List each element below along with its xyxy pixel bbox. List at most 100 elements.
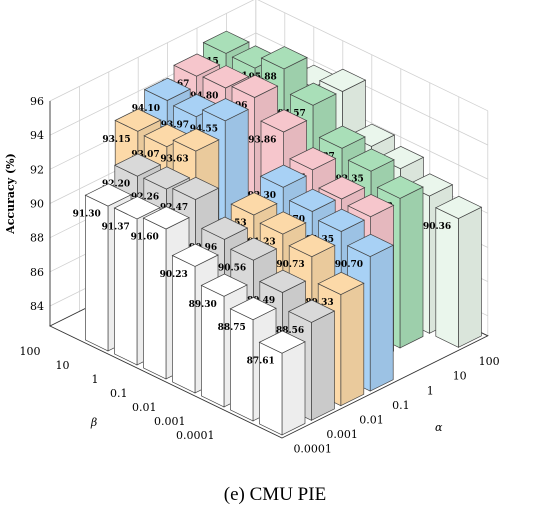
bar-top — [346, 233, 394, 257]
z-tick-label: 96 — [30, 95, 44, 108]
bar-top — [347, 148, 395, 172]
bar-top — [84, 183, 132, 207]
bar-top — [143, 166, 191, 190]
bar: 90.36 — [423, 195, 483, 348]
bar-face — [369, 244, 394, 392]
z-tick-label: 90 — [30, 198, 44, 211]
bar-top — [231, 74, 279, 98]
alpha-tick-label: 1 — [427, 384, 434, 397]
bar-value-label: 92.20 — [102, 180, 130, 190]
bar-value-label: 92.26 — [131, 193, 159, 203]
beta-tick-label: 1 — [92, 373, 99, 386]
z-tick-label: 92 — [30, 163, 44, 176]
bar-value-label: 94.10 — [132, 104, 160, 114]
beta-tick-label: 0.001 — [154, 415, 186, 428]
bar-top — [114, 153, 162, 177]
bar-top — [317, 208, 365, 232]
bar-top — [202, 30, 250, 54]
bar-value-label: 92.35 — [336, 175, 364, 185]
bar-top — [258, 330, 306, 354]
beta-tick-label: 0.0001 — [176, 429, 215, 442]
bar-top — [317, 271, 365, 295]
bar-top — [289, 147, 337, 171]
bar-value-label: 89.33 — [305, 298, 333, 308]
alpha-tick-label: 10 — [453, 370, 467, 383]
bar-face — [340, 282, 365, 407]
bar-top — [259, 164, 307, 188]
bars-layer: 95.1593.6094.6795.1193.9494.1094.8095.88… — [73, 30, 483, 436]
gridline — [49, 0, 488, 112]
bar-top — [229, 297, 277, 321]
beta-tick-label: 0.1 — [110, 387, 128, 400]
bar-value-label: 95.88 — [249, 72, 277, 82]
bar-top — [288, 188, 336, 212]
bar-value-label: 93.07 — [131, 150, 159, 160]
alpha-tick-label: 0.01 — [359, 414, 384, 427]
z-axis-label: Accuracy (%) — [4, 153, 17, 235]
bar-value-label: 93.86 — [248, 136, 276, 146]
bar-top — [259, 211, 307, 235]
bar-top — [201, 98, 249, 122]
alpha-tick-label: 0.1 — [392, 399, 410, 412]
bar-top — [200, 273, 248, 297]
bar-value-label: 91.30 — [73, 210, 101, 220]
bar-top — [318, 176, 366, 200]
beta-tick-label: 10 — [56, 359, 70, 372]
bar-top — [259, 269, 307, 293]
bar-value-label: 92.47 — [160, 203, 188, 213]
bar-value-label: 88.75 — [218, 323, 246, 333]
bar-value-label: 91.60 — [131, 233, 159, 243]
bar-top — [172, 128, 220, 152]
bar-value-label: 90.70 — [335, 260, 363, 270]
beta-axis-label: β — [90, 416, 97, 429]
bar-top — [319, 68, 367, 92]
bar-value-label: 91.37 — [102, 223, 130, 233]
bar-value-label: 92.30 — [248, 191, 276, 201]
bar-value-label: 90.56 — [218, 264, 246, 274]
bar-top — [230, 237, 278, 261]
chart-caption: (e) CMU PIE — [223, 484, 327, 505]
bar-face — [311, 310, 335, 421]
z-tick-label: 86 — [30, 266, 44, 279]
bar-top — [289, 82, 337, 106]
bar-top — [260, 46, 308, 70]
bar-top — [173, 53, 221, 77]
bar-value-label: 89.30 — [189, 300, 217, 310]
bar-face — [399, 186, 424, 349]
bar-top — [376, 175, 424, 199]
bar-top — [318, 125, 366, 149]
bar-top — [288, 234, 336, 258]
bar-top — [114, 108, 162, 132]
beta-tick-label: 100 — [20, 345, 41, 358]
bar-value-label: 87.61 — [247, 357, 275, 367]
bar-value-label: 90.23 — [160, 270, 188, 280]
bar-top — [202, 65, 250, 89]
bar-top — [435, 195, 483, 219]
bar-top — [113, 196, 161, 220]
bar-value-label: 93.97 — [161, 120, 189, 130]
z-tick-label: 88 — [30, 232, 44, 245]
bar-value-label: 93.63 — [160, 155, 188, 165]
alpha-tick-label: 0.001 — [326, 428, 358, 441]
alpha-axis-label: α — [435, 421, 443, 434]
bar-top — [143, 77, 191, 101]
bar-value-label: 90.36 — [423, 222, 451, 232]
bar-top — [260, 109, 308, 133]
bar-top — [171, 243, 219, 267]
bar-value-label: 93.15 — [102, 135, 130, 145]
bar-top — [142, 206, 190, 230]
bar-face — [458, 206, 482, 348]
bar-top — [230, 192, 278, 216]
bar-top — [347, 194, 395, 218]
beta-tick-label: 0.01 — [132, 401, 157, 414]
bar-top — [288, 299, 336, 323]
bar-top — [172, 176, 220, 200]
bar-value-label: 94.80 — [190, 92, 218, 102]
bar-top — [201, 216, 249, 240]
bar-value-label: 90.73 — [276, 260, 304, 270]
bar-value-label: 94.55 — [190, 124, 218, 134]
bar-face — [281, 341, 306, 436]
alpha-tick-label: 100 — [479, 355, 500, 368]
z-tick-label: 94 — [30, 129, 44, 142]
